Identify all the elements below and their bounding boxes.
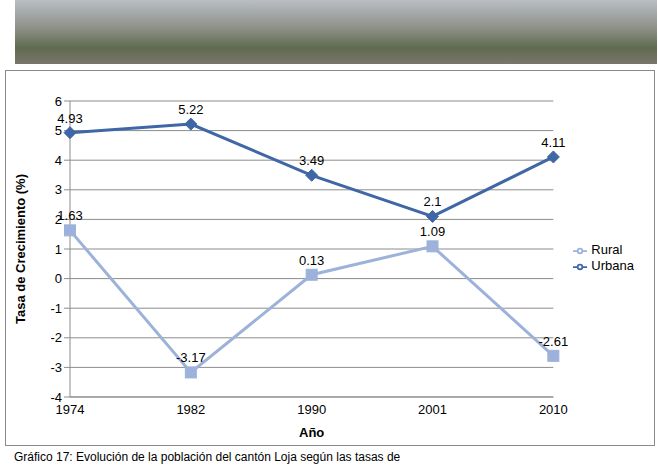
svg-text:4.11: 4.11 [541, 135, 565, 150]
svg-text:1982: 1982 [176, 402, 205, 417]
svg-text:Año: Año [299, 425, 324, 440]
svg-text:1.63: 1.63 [57, 208, 82, 223]
svg-text:2001: 2001 [418, 402, 447, 417]
svg-text:-2: -2 [50, 330, 62, 345]
svg-text:Tasa de Crecimiento (%): Tasa de Crecimiento (%) [13, 174, 28, 324]
svg-text:1: 1 [55, 242, 62, 257]
svg-text:1.09: 1.09 [420, 224, 445, 239]
svg-text:3.49: 3.49 [299, 153, 324, 168]
svg-text:5: 5 [54, 123, 62, 139]
svg-text:-3.17: -3.17 [176, 350, 206, 365]
svg-text:4: 4 [55, 153, 62, 168]
svg-text:0: 0 [55, 271, 62, 286]
svg-text:5.22: 5.22 [178, 102, 203, 117]
svg-text:3: 3 [55, 182, 62, 197]
svg-text:2010: 2010 [539, 402, 568, 417]
svg-text:4.93: 4.93 [57, 111, 82, 126]
html-text:Rural: Rural [591, 242, 623, 258]
svg-text:2.1: 2.1 [423, 194, 441, 209]
svg-text:1990: 1990 [297, 402, 326, 417]
html-text:Gráfico 17: Evolución de la po: Gráfico 17: Evolución de la población de… [14, 450, 401, 464]
svg-text:-4: -4 [50, 390, 62, 405]
html-text:Urbana: Urbana [591, 258, 634, 273]
svg-text:-3: -3 [50, 360, 62, 375]
svg-text:1974: 1974 [55, 402, 85, 418]
svg-text:-2.61: -2.61 [539, 334, 569, 349]
svg-text:0.13: 0.13 [299, 253, 324, 268]
svg-text:6: 6 [55, 94, 62, 109]
svg-text:-1: -1 [50, 301, 62, 316]
